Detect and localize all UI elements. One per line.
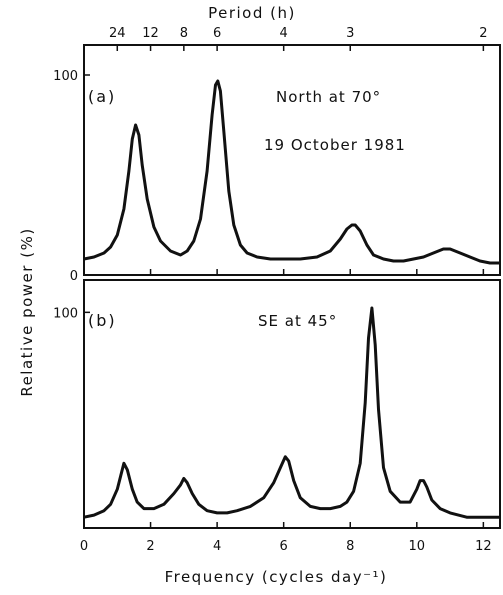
panel-a-annotation-date: 19 October 1981 xyxy=(264,136,406,154)
y-tick-label-p0-1: 100 xyxy=(53,69,78,84)
panel-b-annotation-location: SE at 45° xyxy=(258,312,337,330)
y-tick-label-p1-1: 100 xyxy=(53,306,78,321)
x-tick-label-0: 0 xyxy=(80,539,88,554)
period-tick-label-6: 2 xyxy=(479,26,487,41)
panel-a-frame xyxy=(83,44,501,276)
x-tick-label-3: 6 xyxy=(280,539,288,554)
x-tick-label-4: 8 xyxy=(346,539,354,554)
x-tick-label-6: 12 xyxy=(475,539,492,554)
period-axis-title: Period (h) xyxy=(208,4,296,22)
panel-a-label: (a) xyxy=(88,87,116,106)
x-axis-title: Frequency (cycles day⁻¹) xyxy=(165,568,388,586)
period-tick-label-1: 12 xyxy=(142,26,159,41)
period-tick-label-4: 4 xyxy=(280,26,288,41)
y-tick-label-p0-0: 0 xyxy=(70,269,78,284)
period-tick-label-0: 24 xyxy=(109,26,126,41)
panel-a-annotation-location: North at 70° xyxy=(276,88,381,106)
period-tick-label-3: 6 xyxy=(213,26,221,41)
spectrum-curve-panel-a xyxy=(83,79,500,265)
y-axis-title: Relative power (%) xyxy=(18,227,36,396)
spectrum-curve-panel-b xyxy=(83,306,500,519)
panel-b-frame xyxy=(83,279,501,529)
x-tick-label-2: 4 xyxy=(213,539,221,554)
x-tick-label-1: 2 xyxy=(146,539,154,554)
x-tick-label-5: 10 xyxy=(409,539,426,554)
period-tick-label-5: 3 xyxy=(346,26,354,41)
panel-b-label: (b) xyxy=(88,311,117,330)
period-tick-label-2: 8 xyxy=(180,26,188,41)
